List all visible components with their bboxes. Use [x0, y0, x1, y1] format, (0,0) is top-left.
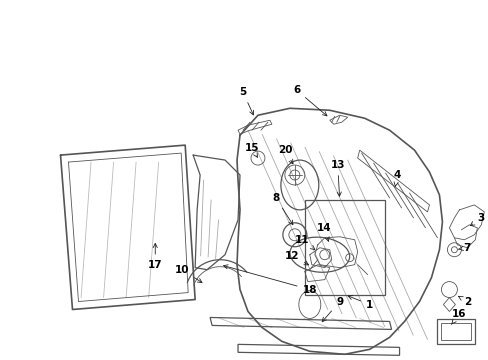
- Text: 20: 20: [277, 145, 292, 164]
- Text: 8: 8: [272, 193, 292, 225]
- Text: 4: 4: [393, 170, 401, 186]
- Text: 1: 1: [347, 296, 372, 310]
- Text: 12: 12: [284, 251, 308, 265]
- Text: 19: 19: [0, 359, 1, 360]
- Text: 7: 7: [457, 243, 470, 253]
- Text: 3: 3: [469, 213, 484, 226]
- Bar: [441, 323, 470, 340]
- Text: 17: 17: [148, 243, 162, 270]
- Text: 2: 2: [457, 296, 470, 306]
- Text: 5: 5: [239, 87, 253, 115]
- Bar: [437, 319, 474, 345]
- Text: 10: 10: [175, 265, 202, 283]
- Text: 15: 15: [244, 143, 259, 157]
- Text: 6: 6: [293, 85, 326, 116]
- Bar: [304, 200, 384, 294]
- Text: 11: 11: [294, 235, 314, 249]
- Text: 14: 14: [316, 223, 330, 241]
- Text: 9: 9: [322, 297, 343, 321]
- Text: 18: 18: [223, 265, 316, 294]
- Text: 13: 13: [330, 160, 344, 196]
- Text: 16: 16: [450, 310, 466, 324]
